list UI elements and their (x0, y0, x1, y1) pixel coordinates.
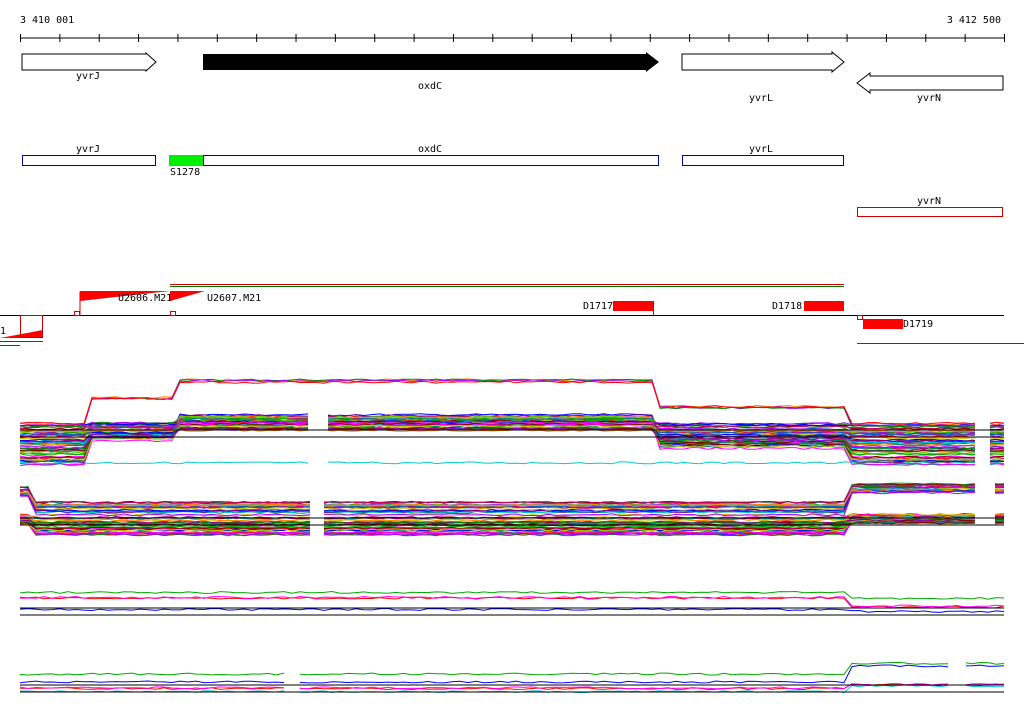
profile-line (19, 491, 1005, 517)
profile-line (19, 423, 1005, 466)
profile-line (19, 521, 1005, 532)
transcript (203, 155, 659, 166)
profile-line (19, 484, 1005, 508)
feature-box (804, 301, 844, 311)
profile-line (19, 421, 1004, 459)
profile-line (20, 461, 1005, 465)
transcript-label: yvrN (917, 196, 941, 207)
feature-triangle (80, 291, 170, 301)
segment-label: S1278 (170, 167, 200, 178)
track-gap (948, 645, 966, 700)
profile-line (19, 380, 1005, 425)
feature-label: D1718 (772, 301, 802, 312)
profile-line (19, 427, 1005, 449)
profile-line (19, 416, 1005, 460)
profile-line (19, 417, 1005, 466)
feature-triangle (170, 291, 205, 301)
profile-line (19, 488, 1005, 509)
profile-line (19, 488, 1005, 507)
profile-line (19, 424, 1005, 461)
feature-box (613, 301, 653, 311)
profile-line (19, 664, 1005, 684)
profile-line (19, 487, 1005, 511)
profile-line (19, 521, 1005, 535)
transcript-label: oxdC (418, 144, 442, 155)
profile-line (19, 661, 1005, 676)
feature-triangle (0, 330, 43, 338)
feature-label: U2607.M21 (207, 293, 261, 304)
profile-line (19, 683, 1005, 690)
feature-box (863, 319, 903, 329)
profile-line (19, 489, 1005, 507)
feature-mark (170, 311, 176, 316)
feature-mark (20, 315, 43, 338)
profile-line (19, 520, 1005, 529)
ruler-start: 3 410 001 (20, 15, 74, 26)
profile-line (19, 485, 1005, 504)
feature-label: D1717 (583, 301, 613, 312)
profile-line (19, 378, 1005, 429)
profile-line (19, 490, 1005, 513)
edge-label: 1 (0, 326, 6, 337)
gene-label: oxdC (418, 81, 442, 92)
feature-label: D1719 (903, 319, 933, 330)
gene-arrow (203, 52, 659, 72)
profile-line (19, 489, 1004, 512)
gene-label: yvrL (749, 93, 773, 104)
track-gap (310, 478, 324, 545)
profile-line (19, 607, 1005, 613)
feature-mark (857, 315, 863, 320)
profile-line (19, 516, 1004, 522)
profile-line (19, 595, 1005, 608)
transcript (22, 155, 156, 166)
track-gap (284, 645, 300, 700)
profile-line (19, 590, 1005, 600)
ruler-end: 3 412 500 (947, 15, 1001, 26)
transcript-label: yvrJ (76, 144, 100, 155)
segment (169, 155, 203, 166)
gene-arrow (21, 51, 157, 73)
expression-tracks (19, 378, 1005, 700)
ruler-ticks (20, 34, 1005, 42)
gene-label: yvrJ (76, 71, 100, 82)
track-gap (975, 478, 995, 545)
gene-label: yvrN (917, 93, 941, 104)
profile-line (19, 520, 1005, 525)
profile-line (19, 519, 1005, 530)
gene-arrow (856, 71, 1004, 95)
feature-mark (74, 311, 80, 316)
transcript (857, 207, 1003, 217)
transcript (682, 155, 844, 166)
gene-arrow (681, 50, 845, 74)
transcript-label: yvrL (749, 144, 773, 155)
feature-label: U2606.M21 (118, 293, 172, 304)
profile-line (19, 518, 1005, 530)
